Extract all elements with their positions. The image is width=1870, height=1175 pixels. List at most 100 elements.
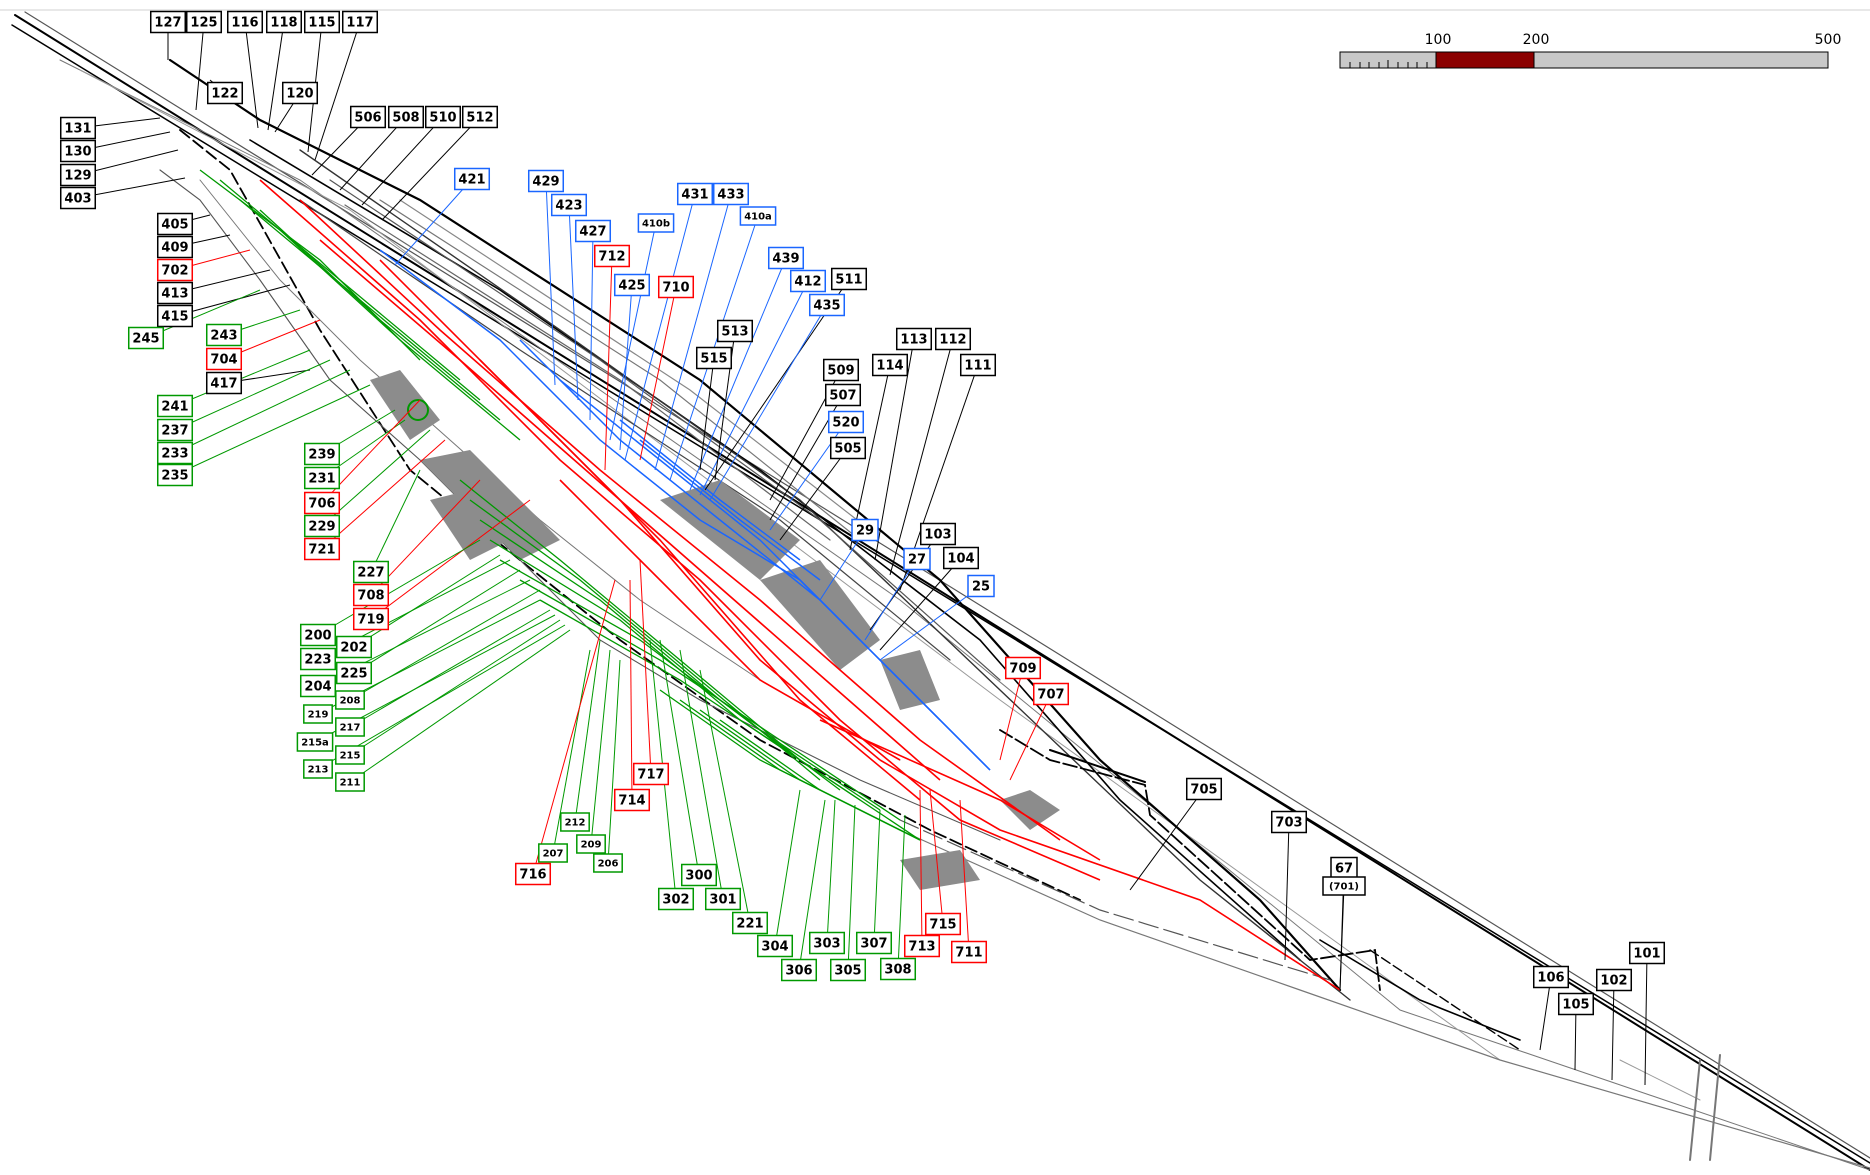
leader-line-703	[1284, 821, 1290, 961]
track-label-text: 410a	[744, 212, 772, 223]
leader-line-306	[798, 799, 826, 971]
leader-line-716	[532, 579, 616, 875]
track-label-211: 211	[335, 772, 365, 792]
track-label-text: 707	[1037, 688, 1064, 703]
track-label-111: 111	[959, 353, 997, 377]
track-label-box	[1557, 992, 1595, 1016]
track-label-423: 423	[550, 193, 588, 217]
track-label-box	[851, 518, 879, 542]
track-label-text: 412	[794, 275, 821, 290]
track-label-text: 239	[308, 448, 335, 463]
track-label-text: 127	[154, 16, 181, 31]
track-label-box	[352, 607, 390, 631]
track-label-text: 211	[340, 778, 361, 789]
leader-line-125	[195, 21, 205, 111]
track-label-text: 217	[340, 723, 361, 734]
track-label-text: 308	[884, 963, 911, 978]
track-label-box	[335, 772, 365, 792]
track-label-704: 704	[205, 347, 243, 371]
track-label-box	[335, 635, 373, 659]
track-label-708: 708	[352, 583, 390, 607]
leader-line-429	[545, 180, 556, 386]
leader-line-227	[370, 469, 421, 573]
track-label-box	[303, 514, 341, 538]
leader-line-431	[624, 193, 696, 461]
track-label-511: 511	[830, 267, 868, 291]
track-label-215: 215	[335, 745, 365, 765]
track-label-box	[1185, 777, 1223, 801]
track-label-box	[527, 169, 565, 193]
leader-line-237	[174, 359, 331, 431]
track-label-text: 439	[772, 252, 799, 267]
track-label-box	[871, 353, 909, 377]
track-label-131: 131	[59, 116, 97, 140]
track-label-box	[59, 139, 97, 163]
track-label-box	[924, 912, 962, 936]
track-label-text: 508	[392, 111, 419, 126]
track-label-text: 245	[132, 332, 159, 347]
leader-line-707	[1009, 693, 1052, 781]
track-label-129: 129	[59, 163, 97, 187]
track-label-512: 512	[461, 105, 499, 129]
track-label-text: 716	[519, 868, 546, 883]
leader-line-245	[145, 289, 261, 339]
leader-line-117	[314, 21, 361, 161]
track-label-text: 705	[1190, 783, 1217, 798]
track-label-box	[895, 327, 933, 351]
track-label-box	[303, 491, 341, 515]
track-label-box	[127, 326, 165, 350]
track-label-box	[827, 410, 865, 434]
track-label-text: 506	[354, 111, 381, 126]
leader-line-106	[1539, 976, 1552, 1051]
track-label-text: 409	[161, 241, 188, 256]
track-label-text: 300	[685, 869, 712, 884]
track-label-text: 67	[1335, 862, 1353, 877]
track-label-box	[712, 182, 750, 206]
track-label-text: 227	[357, 566, 384, 581]
track-label-text: 433	[717, 188, 744, 203]
track-label-417: 417	[205, 371, 243, 395]
leader-line-708	[370, 479, 481, 596]
track-label-text: 116	[231, 16, 258, 31]
leader-line-25	[879, 585, 982, 661]
track-label-text: 702	[161, 264, 188, 279]
track-label-306: 306	[780, 958, 818, 982]
track-label-text: 130	[64, 145, 91, 160]
track-label-box	[185, 10, 223, 34]
track-label-text: 112	[939, 333, 966, 348]
leader-line-305	[847, 804, 856, 971]
track-label-text: 510	[429, 111, 456, 126]
track-label-box	[514, 862, 552, 886]
leader-line-425	[619, 284, 633, 451]
track-label-text: 231	[308, 472, 335, 487]
track-label-117: 117	[341, 10, 379, 34]
track-label-text: 415	[161, 310, 188, 325]
track-label-box	[756, 934, 794, 958]
leader-line-112	[889, 338, 954, 576]
track-label-202: 202	[335, 635, 373, 659]
track-label-702: 702	[156, 258, 194, 282]
track-label-215a: 215a	[296, 732, 334, 752]
leader-line-710	[639, 286, 677, 461]
track-label-box	[303, 759, 333, 779]
track-label-box	[156, 212, 194, 236]
track-label-text: 117	[346, 16, 373, 31]
leader-line-241	[174, 349, 311, 407]
track-label-308: 308	[879, 957, 917, 981]
track-label-505: 505	[829, 436, 867, 460]
track-label-text: 125	[190, 16, 217, 31]
track-label-115: 115	[303, 10, 341, 34]
leader-line-212	[574, 639, 601, 823]
track-label-text: 122	[211, 87, 238, 102]
track-label-text: 307	[860, 937, 887, 952]
track-label-box	[1322, 876, 1366, 896]
track-label-box	[789, 269, 827, 293]
leader-line-213	[317, 624, 566, 770]
track-label-box	[808, 931, 846, 955]
track-label-text: 703	[1275, 816, 1302, 831]
track-label-text: 507	[829, 389, 856, 404]
leader-line-211	[349, 629, 571, 783]
track-label-box	[59, 186, 97, 210]
track-label-box	[281, 81, 319, 105]
track-label-text: 237	[161, 424, 188, 439]
